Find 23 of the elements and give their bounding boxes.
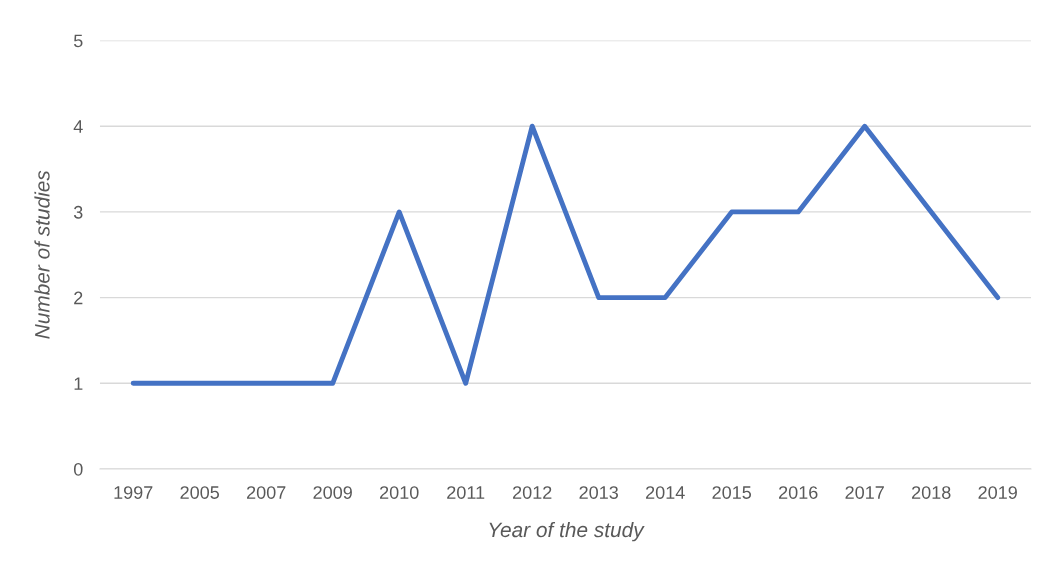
x-tick-label: 2016 — [779, 486, 818, 499]
x-tick-label: 2010 — [380, 486, 419, 499]
x-tick-label: 1997 — [114, 486, 153, 499]
line-series — [130, 123, 1001, 386]
x-axis-title: Year of the study — [489, 521, 645, 542]
x-tick-label: 2015 — [712, 486, 752, 499]
x-tick-label: 2013 — [579, 486, 618, 499]
x-tick-label: 2005 — [180, 486, 220, 499]
x-tick-label: 2019 — [978, 486, 1017, 499]
x-tick-label: 2014 — [646, 486, 685, 499]
x-tick-label: 2011 — [447, 486, 485, 499]
x-tick-label: 2017 — [845, 486, 884, 499]
x-tick-label: 2018 — [912, 486, 951, 499]
y-tick-label: 5 — [73, 34, 83, 48]
y-tick-label: 3 — [73, 205, 83, 219]
x-tick-label: 2007 — [247, 486, 286, 499]
y-tick-label: 0 — [73, 462, 83, 476]
x-tick-label: 2009 — [313, 486, 352, 499]
y-tick-label: 4 — [73, 120, 83, 133]
x-tick-label: 2012 — [513, 486, 552, 499]
y-axis-title: Number of studies — [34, 170, 50, 339]
y-tick-label: 2 — [74, 291, 83, 305]
y-tick-label: 1 — [74, 377, 83, 390]
